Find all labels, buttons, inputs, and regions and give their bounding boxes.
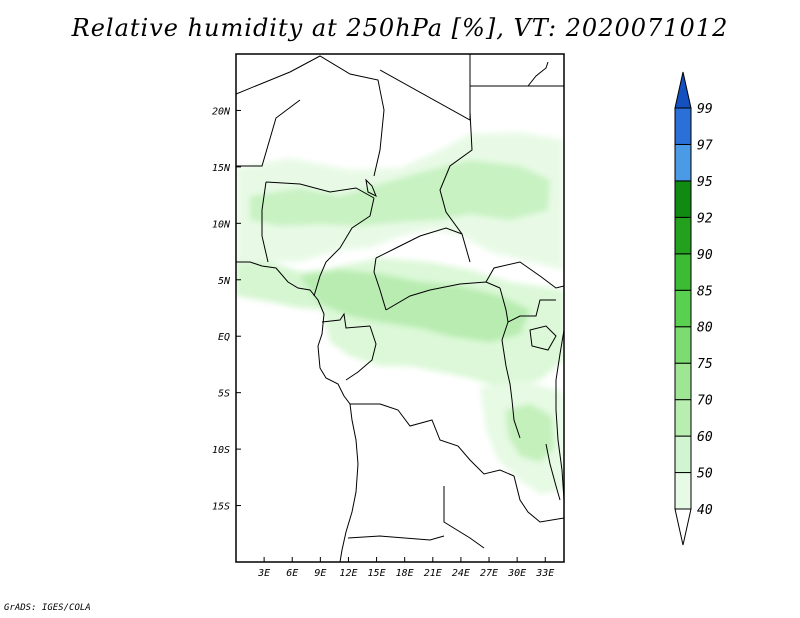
coastline-east-africa [555, 329, 564, 501]
coastline-red-sea-north [527, 61, 549, 87]
humidity-sahel-core [250, 160, 550, 226]
lon-tick-label: 21E [424, 568, 442, 579]
colorbar-swatch [674, 326, 692, 364]
colorbar: 40 50 60 70 75 80 85 90 92 95 97 99 [674, 71, 713, 546]
border-car-drc [385, 281, 501, 311]
border-chad-car [375, 227, 463, 259]
colorbar-level-label: 90 [697, 248, 713, 263]
border-nigeria-cameroon [313, 197, 375, 297]
border-south-sudan [485, 261, 564, 289]
border-niger-nigeria [265, 181, 375, 199]
lon-tick-label: 30E [507, 568, 526, 579]
lon-tick-label: 6E [286, 568, 298, 579]
colorbar-level-label: 75 [697, 357, 713, 372]
border-cameroon-car [373, 257, 387, 311]
colorbar-swatch [674, 289, 692, 328]
lon-tick-label: 18E [396, 568, 414, 579]
lake-victoria [529, 325, 557, 351]
longitude-axis: 3E 6E 9E 12E 15E 18E 21E 24E 27E 30E 33E [257, 557, 554, 579]
lon-tick-label: 12E [339, 568, 357, 579]
lat-tick-label: 15N [212, 163, 231, 174]
lon-tick-label: 3E [257, 568, 270, 579]
lon-tick-label: 15E [368, 568, 386, 579]
lake-malawi [545, 443, 561, 501]
map-frame [235, 53, 565, 563]
colorbar-swatch [674, 143, 692, 182]
lat-tick-label: 5N [218, 276, 231, 287]
colorbar-level-label: 95 [697, 175, 713, 190]
border-mali-niger [236, 99, 301, 167]
lat-tick-label: 10N [212, 219, 231, 230]
colorbar-level-label: 97 [697, 138, 713, 153]
colorbar-swatch [674, 362, 692, 401]
colorbar-level-label: 92 [697, 211, 713, 226]
colorbar-level-label: 99 [697, 102, 713, 117]
colorbar-swatch [674, 253, 692, 291]
border-drc-angola [350, 403, 515, 477]
colorbar-level-label: 80 [697, 321, 713, 336]
lon-tick-label: 27E [480, 568, 498, 579]
border-congo-drc [345, 325, 377, 381]
border-benin-nigeria [261, 181, 269, 263]
lake-chad [365, 178, 377, 198]
colorbar-swatch [674, 399, 692, 437]
colorbar-level-label: 70 [697, 394, 713, 409]
lon-tick-label: 33E [535, 568, 554, 579]
humidity-congo-core [300, 270, 530, 342]
lat-tick-label: 10S [212, 445, 230, 456]
map-boundaries [236, 54, 564, 562]
lat-tick-label: 20N [212, 106, 231, 117]
grads-credit: GrADS: IGES/COLA [4, 603, 91, 613]
colorbar-swatch [674, 107, 692, 145]
colorbar-swatch [674, 216, 692, 255]
border-drc-east [499, 287, 509, 367]
border-uganda-kenya [507, 299, 556, 323]
coastline-gulf-of-guinea [236, 261, 359, 562]
lake-tanganyika [505, 365, 521, 439]
humidity-lakes-core [506, 404, 554, 462]
lat-tick-label: EQ [218, 332, 230, 343]
colorbar-swatch [674, 180, 692, 218]
colorbar-level-label: 60 [697, 430, 713, 445]
lat-tick-label: 5S [218, 389, 230, 400]
colorbar-level-label: 85 [697, 284, 713, 299]
border-namibia [347, 535, 445, 541]
colorbar-lower-triangle [674, 508, 692, 546]
lon-tick-label: 24E [452, 568, 470, 579]
border-angola-zambia [443, 486, 485, 549]
border-gabon-congo [321, 312, 371, 329]
colorbar-swatch [674, 435, 692, 474]
colorbar-level-label: 40 [697, 503, 713, 518]
colorbar-upper-triangle [674, 71, 692, 109]
lon-tick-label: 9E [314, 568, 326, 579]
border-algeria-niger [236, 55, 385, 177]
latitude-axis: 20N 15N 10N 5N EQ 5S 10S 15S [212, 106, 241, 513]
colorbar-swatch [674, 472, 692, 510]
map-title: Relative humidity at 250hPa [%], VT: 202… [71, 14, 729, 42]
lat-tick-label: 15S [212, 502, 230, 513]
border-zambia-east [513, 475, 564, 523]
colorbar-level-label: 50 [697, 467, 713, 482]
humidity-shading [236, 132, 564, 494]
